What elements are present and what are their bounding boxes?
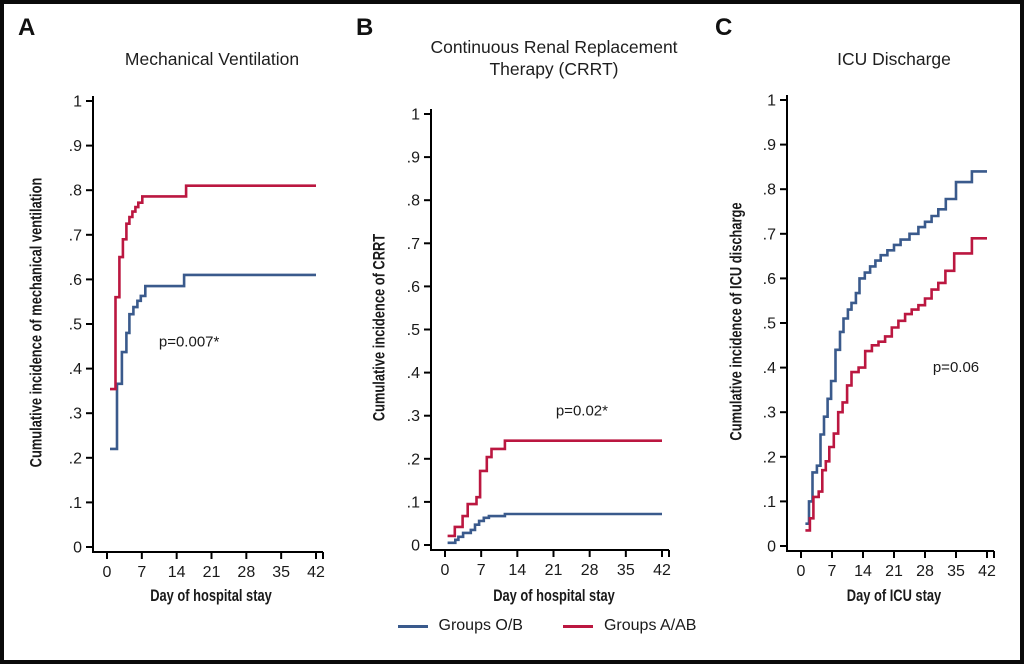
series-line-groups-o-b <box>447 512 662 545</box>
y-tick-label: .5 <box>407 322 420 339</box>
panel-b-letter: B <box>356 14 374 41</box>
x-tick-label: 42 <box>653 562 671 579</box>
y-tick-label: .5 <box>69 317 82 334</box>
y-tick-label: .9 <box>69 138 82 155</box>
y-tick-label: .4 <box>69 361 82 378</box>
legend-label-groups-ob: Groups O/B <box>438 617 523 634</box>
panel-c-title: ICU Discharge <box>837 49 951 69</box>
x-tick-label: 28 <box>237 564 255 581</box>
y-tick-label: 0 <box>411 538 420 555</box>
series-line-groups-a-ab <box>110 184 316 391</box>
y-tick-label: .2 <box>407 451 420 468</box>
legend-label-groups-aab: Groups A/AB <box>603 617 697 634</box>
x-tick-label: 35 <box>947 563 965 580</box>
x-tick-label: 28 <box>581 562 599 579</box>
y-tick-label: .7 <box>407 236 420 253</box>
p-value-annotation: p=0.007* <box>159 333 220 350</box>
y-tick-label: 1 <box>73 94 82 111</box>
y-tick-label: .7 <box>763 226 776 243</box>
x-tick-label: 21 <box>203 564 221 581</box>
y-tick-label: .3 <box>407 408 420 425</box>
legend-item-groups-aab: Groups A/AB <box>562 617 697 635</box>
x-tick-label: 42 <box>978 563 996 580</box>
panel-c: C ICU Discharge Cumulative incidence of … <box>686 4 1020 610</box>
p-value-annotation: p=0.02* <box>556 403 608 420</box>
y-tick-label: .4 <box>763 360 776 377</box>
y-tick-label: .8 <box>407 193 420 210</box>
y-tick-label: .9 <box>763 137 776 154</box>
x-tick-label: 0 <box>103 564 112 581</box>
axes <box>430 109 669 551</box>
panel-c-letter: C <box>715 14 733 41</box>
x-tick-label: 35 <box>272 564 290 581</box>
panel-b-chart: 0 .1 .2 .3 .4 .5 .6 .7 .8 .9 1 0 7 14 21 28 35 42 p=0.02* <box>407 107 671 580</box>
y-tick-label: .3 <box>763 405 776 422</box>
panel-c-chart: 0 .1 .2 .3 .4 .5 .6 .7 .8 .9 1 0 7 14 21 28 35 42 p=0.06 <box>763 93 996 581</box>
x-tick-label: 21 <box>545 562 563 579</box>
axes <box>92 96 323 553</box>
panel-c-x-axis-label: Day of ICU stay <box>846 587 942 605</box>
x-tick-label: 14 <box>854 563 872 580</box>
panel-a: A Mechanical Ventilation Cumulative inci… <box>4 4 344 610</box>
p-value-annotation: p=0.06 <box>933 359 979 376</box>
y-tick-label: .7 <box>69 227 82 244</box>
panel-b-x-axis-label: Day of hospital stay <box>493 587 615 605</box>
y-tick-label: .6 <box>763 271 776 288</box>
x-tick-label: 0 <box>797 563 806 580</box>
x-tick-label: 14 <box>508 562 526 579</box>
x-tick-label: 35 <box>617 562 635 579</box>
y-tick-label: 1 <box>767 93 776 110</box>
panel-a-chart: 0 .1 .2 .3 .4 .5 .6 .7 .8 .9 1 0 7 14 21 28 35 42 p=0.007* <box>69 94 325 582</box>
x-tick-label: 42 <box>307 564 325 581</box>
panel-a-letter: A <box>18 14 36 41</box>
x-tick-label: 7 <box>477 562 486 579</box>
series-line-groups-o-b <box>805 170 987 525</box>
legend-line-groups-aab <box>562 624 593 628</box>
y-tick-label: .8 <box>69 183 82 200</box>
panel-a-title: Mechanical Ventilation <box>124 49 300 69</box>
y-tick-label: .5 <box>763 316 776 333</box>
panel-b-title: Continuous Renal Replacement Therapy (CR… <box>430 37 678 79</box>
series-line-groups-o-b <box>110 273 316 451</box>
x-tick-label: 28 <box>916 563 934 580</box>
x-tick-label: 0 <box>441 562 450 579</box>
y-tick-label: 0 <box>767 539 776 556</box>
y-tick-label: 1 <box>411 107 420 124</box>
y-tick-label: .4 <box>407 365 420 382</box>
panel-b: B Continuous Renal Replacement Therapy (… <box>344 4 686 610</box>
x-tick-label: 7 <box>137 564 146 581</box>
y-tick-label: .3 <box>69 406 82 423</box>
y-tick-label: .6 <box>407 279 420 296</box>
y-tick-label: .9 <box>407 150 420 167</box>
axes <box>786 95 994 552</box>
y-tick-label: .2 <box>69 450 82 467</box>
x-tick-label: 14 <box>168 564 186 581</box>
panel-a-x-axis-label: Day of hospital stay <box>150 587 272 605</box>
series-line-groups-a-ab <box>447 439 662 538</box>
y-tick-label: .1 <box>407 494 420 511</box>
y-tick-label: .8 <box>763 182 776 199</box>
x-tick-label: 7 <box>828 563 837 580</box>
y-tick-label: .6 <box>69 272 82 289</box>
y-tick-label: .2 <box>763 449 776 466</box>
y-tick-label: .1 <box>763 494 776 511</box>
legend-line-groups-ob <box>397 624 428 628</box>
legend: Groups O/B Groups A/AB <box>74 606 1020 646</box>
legend-item-groups-ob: Groups O/B <box>397 617 523 635</box>
y-tick-label: .1 <box>69 495 82 512</box>
series-line-groups-a-ab <box>805 237 987 532</box>
x-tick-label: 21 <box>885 563 903 580</box>
y-tick-label: 0 <box>73 540 82 557</box>
